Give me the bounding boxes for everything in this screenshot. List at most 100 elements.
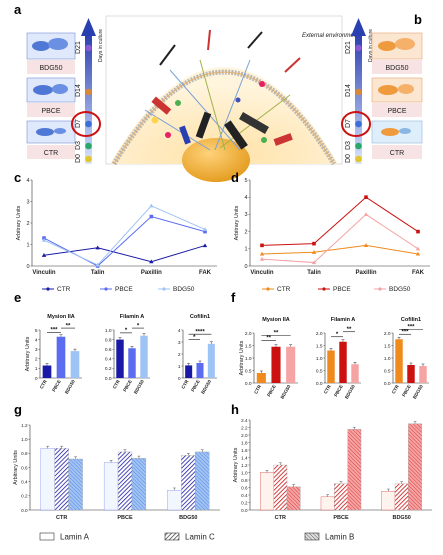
- legend-d: CTR PBCE BDG50: [262, 286, 411, 293]
- significance-label: *: [137, 323, 140, 329]
- subchart-title: Mysion IIA: [262, 317, 290, 323]
- y-tick-label: 2.0: [245, 331, 252, 337]
- x-tick-label: PBCE: [266, 384, 277, 398]
- legend-label: BDG50: [389, 286, 411, 293]
- data-point: [311, 250, 317, 254]
- y-tick-label: 0.6: [105, 347, 112, 353]
- legend-label: Lamin C: [185, 533, 215, 542]
- day-label: D7: [345, 119, 352, 128]
- bar-ctr: [42, 365, 52, 378]
- bar-ctr: [116, 339, 124, 378]
- y-tick-label: 1.5: [384, 343, 391, 349]
- legend-marker: [162, 287, 166, 291]
- significance-label: *: [336, 332, 339, 338]
- day-label: D3: [345, 141, 352, 150]
- panel-label-f: f: [231, 290, 236, 305]
- y-tick-label: 0: [26, 264, 29, 270]
- y-tick-label: 3: [26, 199, 29, 205]
- bar-lamin-b: [131, 458, 147, 511]
- data-point: [260, 243, 264, 248]
- y-tick-label: 2.2: [241, 425, 248, 430]
- x-tick-label: PBCE: [190, 379, 201, 393]
- x-tick-label: PBCE: [333, 384, 344, 398]
- y-tick-label: 4: [26, 178, 29, 184]
- bar-bdg50: [140, 335, 148, 378]
- y-tick-label: 0.0: [105, 376, 112, 382]
- data-point: [95, 262, 100, 267]
- x-tick-label: CTR: [275, 515, 286, 521]
- bar-lamin-b: [408, 423, 422, 511]
- y-tick-label: 0: [35, 376, 38, 382]
- legend-marker: [266, 287, 270, 291]
- significance-label: **: [274, 331, 279, 337]
- legend-c: CTR PBCE BDG50: [42, 286, 195, 293]
- y-axis-label: Arbitrary Units: [16, 205, 22, 240]
- y-tick-label: 1: [244, 247, 247, 253]
- y-tick-label: 2: [244, 229, 247, 235]
- subchart-title: Filamin A: [331, 317, 356, 323]
- right-sample-label: PBCE: [387, 108, 406, 115]
- x-tick-label: Vinculin: [32, 270, 56, 276]
- bar-lamin-c: [394, 483, 409, 511]
- x-tick-label: CTR: [112, 378, 121, 389]
- x-tick-label: BDG50: [412, 384, 424, 400]
- cell-adhesion-schematic: External environment: [105, 15, 359, 182]
- days-in-culture-label: Days in culture: [368, 29, 374, 62]
- bar-lamin-b: [347, 429, 362, 511]
- y-tick-label: 0.5: [245, 368, 252, 374]
- subchart-title: Mysion IIA: [47, 314, 75, 320]
- x-tick-label: CTR: [391, 383, 400, 394]
- y-tick-label: 1.5: [245, 343, 252, 349]
- y-tick-label: 1.0: [245, 356, 252, 362]
- data-point: [311, 260, 317, 265]
- bar-lamin-b: [195, 451, 210, 511]
- y-tick-label: 0.2: [105, 366, 112, 372]
- bar-lamin-b: [68, 458, 83, 511]
- x-tick-label: BDG50: [179, 515, 197, 521]
- y-tick-label: 0.4: [21, 479, 28, 484]
- y-tick-label: 0.0: [316, 381, 323, 387]
- x-tick-label: PBCE: [117, 515, 133, 521]
- significance-label: **: [347, 327, 352, 333]
- x-tick-label: BDG50: [64, 379, 76, 395]
- panel-label-b: b: [414, 12, 422, 27]
- bar-lamin-c: [334, 483, 348, 511]
- y-tick-label: 3: [35, 347, 38, 353]
- x-tick-label: BDG50: [133, 379, 145, 395]
- y-axis-label: Arbitrary Units: [233, 447, 239, 482]
- x-tick-label: Talin: [91, 270, 105, 276]
- y-tick-label: 0.5: [316, 368, 323, 374]
- x-tick-label: PBCE: [401, 384, 412, 398]
- day-label: D0: [345, 154, 352, 163]
- y-tick-label: 2: [178, 352, 181, 358]
- bar-pbce: [271, 346, 281, 383]
- left-time-axis: Days in culture D21 D14 D7 D3 D0: [71, 18, 104, 164]
- x-tick-label: Paxillin: [355, 270, 376, 276]
- day-label: D14: [345, 84, 352, 97]
- data-point: [149, 259, 154, 264]
- bar-pbce: [407, 365, 415, 383]
- chart-h-lamins: 0.0 0.2 0.4 0.6 0.8 1.0 1.2 1.4 1.6 1.8 2.0 2.2 2.4 A…: [233, 418, 432, 521]
- x-tick-label: Paxillin: [141, 270, 162, 276]
- bar-lamin-c: [181, 455, 196, 511]
- x-tick-label: BDG50: [280, 384, 292, 400]
- bar-lamin-c: [273, 464, 288, 511]
- data-point: [149, 214, 154, 219]
- x-tick-label: CTR: [56, 515, 67, 521]
- y-axis-label: Arbitrary Units: [239, 340, 245, 375]
- y-tick-label: 0.4: [105, 357, 112, 363]
- y-tick-label: 2: [26, 221, 29, 227]
- bar-lamin-a: [167, 490, 182, 511]
- y-tick-label: 1: [178, 364, 181, 370]
- days-in-culture-label: Days in culture: [98, 29, 104, 62]
- day-label: D3: [75, 141, 82, 150]
- legend-marker: [46, 287, 50, 291]
- data-point: [95, 245, 100, 250]
- y-tick-label: 0.0: [21, 508, 28, 513]
- schematic-area: a b BDG50 PBCE CTR Days in culture: [14, 2, 423, 182]
- y-tick-label: 1: [26, 242, 29, 248]
- legend-label: CTR: [57, 286, 71, 293]
- right-sample-tiles: BDG50 PBCE CTR: [371, 32, 423, 159]
